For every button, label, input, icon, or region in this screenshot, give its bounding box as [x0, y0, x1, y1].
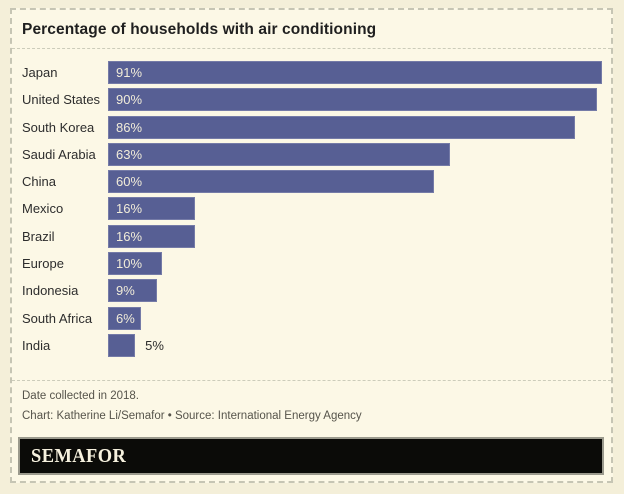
chart-row: India 5% [22, 333, 602, 357]
bar-value-inside: 90% [116, 92, 143, 108]
bar: 9% [108, 279, 157, 303]
chart-note: Date collected in 2018. [22, 390, 139, 402]
bar-region: 90% [108, 88, 602, 112]
chart-row: Indonesia 9% [22, 279, 602, 303]
chart-title: Percentage of households with air condit… [22, 21, 377, 38]
semafor-logo-bar: SEMAFOR [18, 437, 604, 475]
bar-value-outside: 5% [145, 337, 164, 353]
bar-chart: Japan 91% United States 90% South Korea … [22, 61, 602, 357]
chart-row: South Korea 86% [22, 115, 602, 139]
bar: 86% [108, 115, 575, 139]
category-label: South Africa [22, 310, 93, 326]
bar-region: 6% [108, 306, 602, 330]
chart-row: Brazil 16% [22, 224, 602, 248]
category-label: United States [22, 92, 101, 108]
bar-region: 16% [108, 224, 602, 248]
bar: 63% [108, 142, 450, 166]
category-label: Indonesia [22, 283, 79, 299]
bar-value-inside: 63% [116, 146, 143, 162]
chart-card: Percentage of households with air condit… [10, 8, 613, 483]
chart-row: United States 90% [22, 88, 602, 112]
category-label: Brazil [22, 228, 55, 244]
category-label: Japan [22, 65, 58, 80]
bar: 90% [108, 88, 597, 112]
category-label: Saudi Arabia [22, 146, 96, 162]
chart-row: Mexico 16% [22, 197, 602, 221]
bar-region: 5% [108, 333, 602, 357]
bar-value-inside: 91% [116, 65, 143, 80]
bar [108, 333, 136, 357]
bar: 60% [108, 170, 434, 194]
chart-row: South Africa 6% [22, 306, 602, 330]
chart-credit: Chart: Katherine Li/Semafor • Source: In… [22, 410, 362, 422]
bar-value-inside: 86% [116, 119, 143, 135]
footer-separator [12, 380, 611, 381]
bar-region: 86% [108, 115, 602, 139]
bar-value-inside: 16% [116, 201, 143, 217]
bar: 91% [108, 61, 602, 84]
bar-value-inside: 16% [116, 228, 143, 244]
bar: 16% [108, 197, 195, 221]
category-label: South Korea [22, 119, 95, 135]
category-label: India [22, 337, 51, 353]
bar-region: 9% [108, 279, 602, 303]
category-label: Mexico [22, 201, 64, 217]
category-label: China [22, 174, 56, 190]
bar: 6% [108, 306, 141, 330]
bar: 16% [108, 224, 195, 248]
semafor-logo-text: SEMAFOR [31, 444, 127, 467]
bar-value-inside: 10% [116, 256, 143, 272]
bar-region: 10% [108, 252, 602, 276]
chart-row: Saudi Arabia 63% [22, 142, 602, 166]
bar-region: 16% [108, 197, 602, 221]
chart-row: Europe 10% [22, 252, 602, 276]
bar-region: 63% [108, 142, 602, 166]
bar-region: 60% [108, 170, 602, 194]
bar-value-inside: 60% [116, 174, 143, 190]
bar-value-inside: 6% [116, 310, 135, 326]
chart-row: Japan 91% [22, 61, 602, 84]
bar-region: 91% [108, 61, 602, 84]
title-separator [12, 48, 611, 49]
bar: 10% [108, 252, 163, 276]
chart-row: China 60% [22, 170, 602, 194]
bar-value-inside: 9% [116, 283, 135, 299]
category-label: Europe [22, 256, 64, 272]
